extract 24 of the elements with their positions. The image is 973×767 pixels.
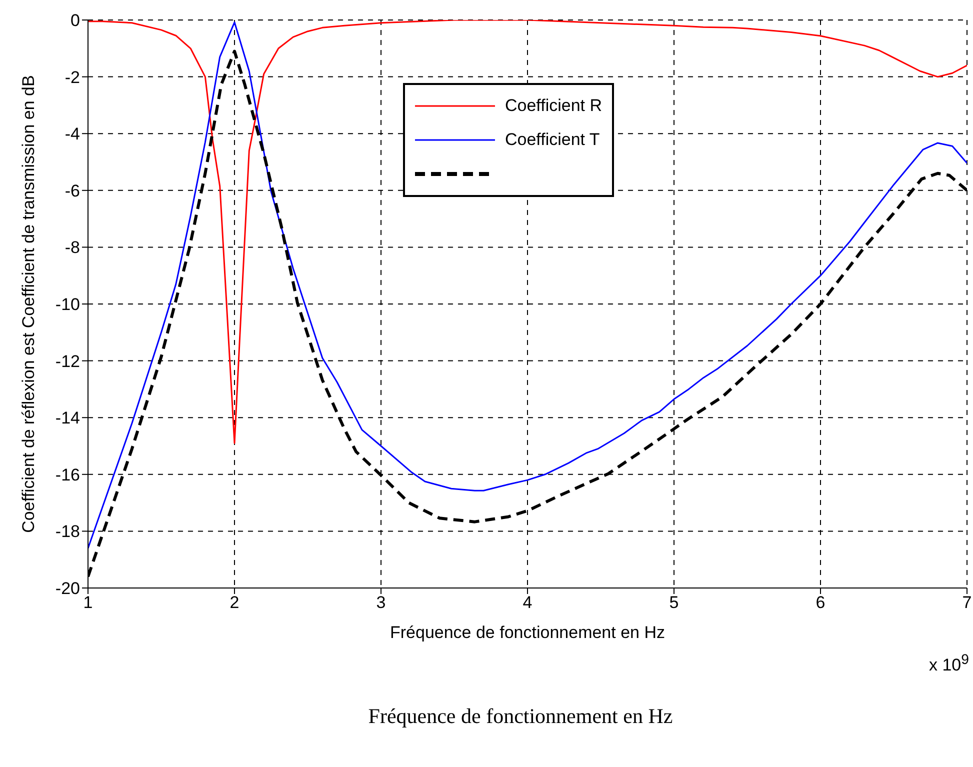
- x-tick-label: 5: [669, 593, 679, 612]
- x-tick-label: 4: [522, 593, 532, 612]
- y-tick-label: -8: [64, 238, 80, 258]
- y-tick-label: -6: [64, 181, 80, 200]
- y-tick-label: 0: [70, 11, 80, 30]
- x-axis-title: Fréquence de fonctionnement en Hz: [390, 623, 666, 642]
- y-tick-label: -20: [55, 579, 80, 598]
- text: Fréquence de fonctionnement en Hz: [367, 704, 674, 729]
- y-tick-label: -16: [55, 465, 80, 484]
- y-tick-label: -4: [64, 124, 80, 144]
- x-tick-label: 6: [816, 593, 826, 612]
- y-tick-label: -12: [55, 352, 80, 371]
- y-axis-title: Coefficient de réflexion est Coefficient de transmission en dB: [19, 75, 38, 533]
- legend-label: Coefficient R: [505, 96, 602, 116]
- x-tick-label: 2: [230, 593, 240, 612]
- text: x 10$^{9}$: [928, 652, 969, 676]
- y-tick-label: -14: [55, 408, 80, 428]
- y-tick-label: -10: [55, 295, 80, 314]
- x-tick-label: 1: [83, 593, 93, 612]
- x-tick-label: 7: [962, 593, 972, 612]
- y-tick-label: -2: [64, 68, 80, 87]
- x-tick-label: 3: [376, 593, 386, 612]
- y-tick-label: -18: [55, 522, 80, 542]
- legend-label: Coefficient T: [505, 130, 600, 150]
